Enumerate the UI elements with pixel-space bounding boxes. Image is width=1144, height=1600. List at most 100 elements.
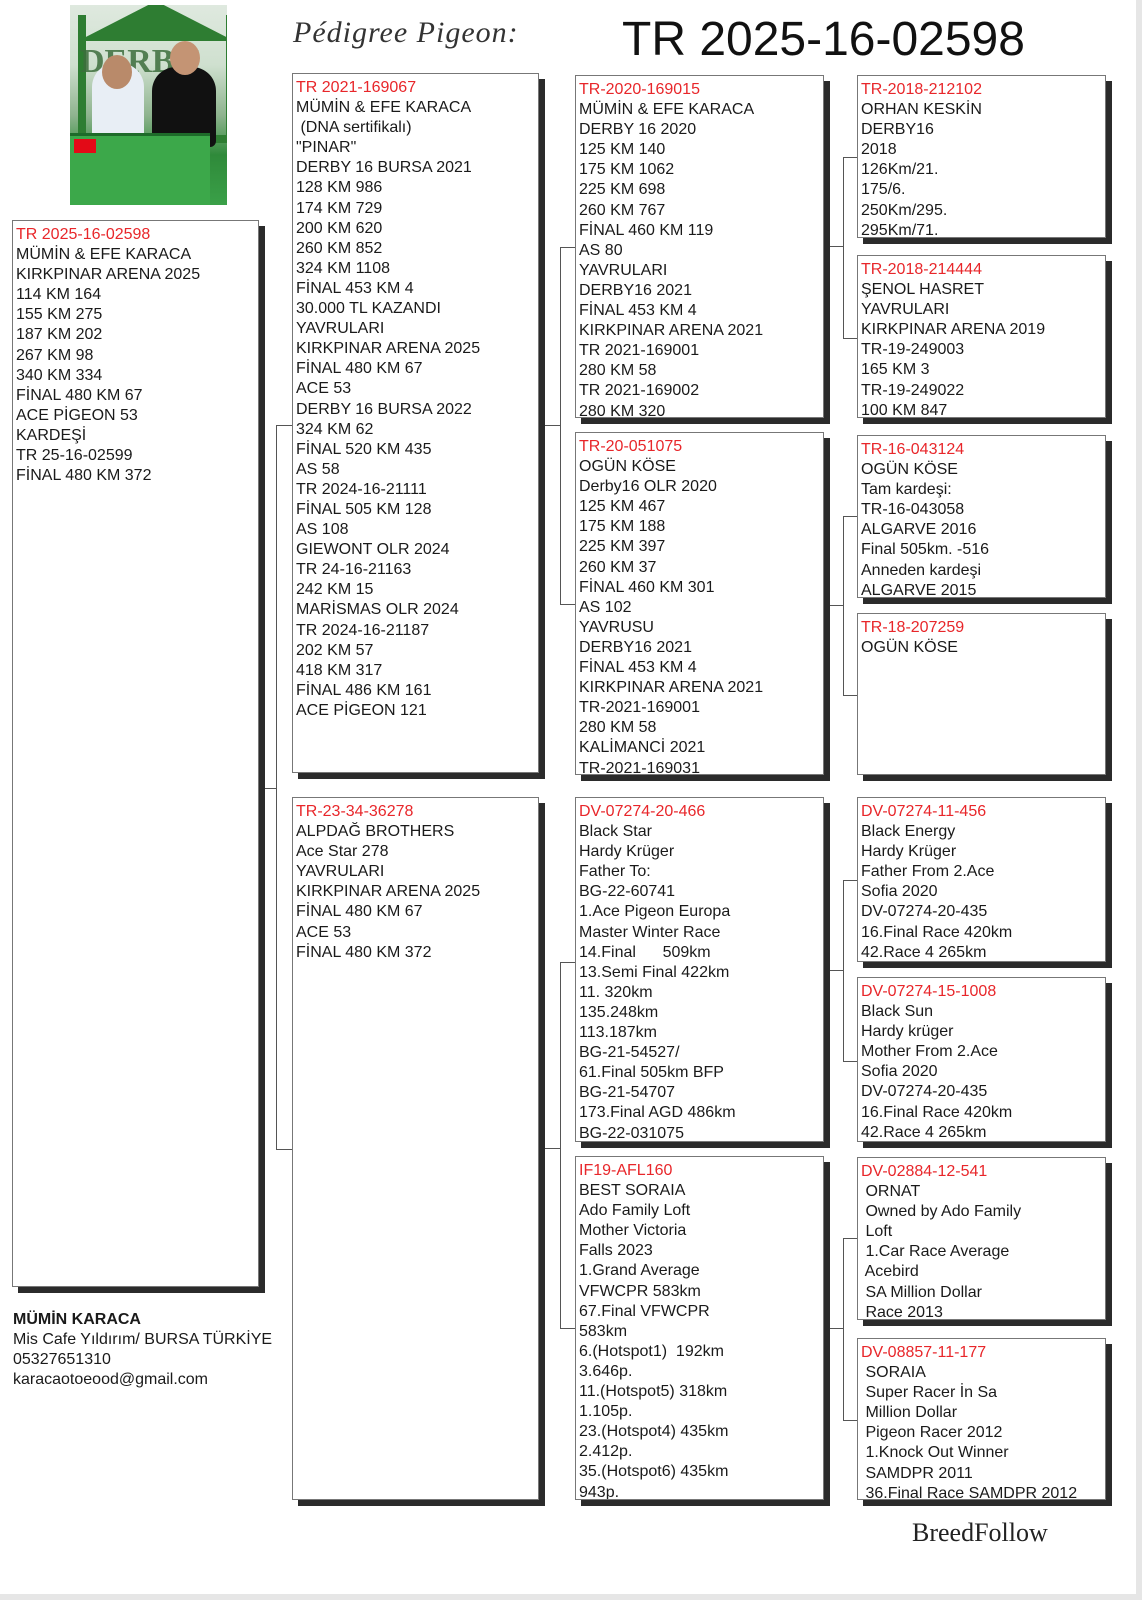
connector bbox=[829, 605, 843, 606]
pedigree-line: FİNAL 453 KM 4 bbox=[579, 659, 697, 677]
pedigree-line: BG-21-54527/ bbox=[579, 1044, 680, 1062]
pedigree-line: 125 KM 140 bbox=[579, 141, 666, 159]
pedigree-line: ORHAN KESKİN bbox=[861, 101, 982, 119]
pigeon-box-sds: TR-16-043124 OGÜN KÖSE Tam kardeşi: TR-16-0… bbox=[857, 435, 1106, 598]
pedigree-line: KIRKPINAR ARENA 2025 bbox=[16, 266, 201, 284]
pedigree-line: FİNAL 486 KM 161 bbox=[296, 681, 432, 699]
pedigree-line: Master Winter Race bbox=[579, 923, 721, 941]
pedigree-line: KIRKPINAR ARENA 2025 bbox=[296, 340, 481, 358]
pedigree-line: 35.(Hotspot6) 435km bbox=[579, 1463, 729, 1481]
pedigree-line: TR 24-16-21163 bbox=[296, 561, 412, 579]
ring-number: TR-23-34-36278 bbox=[296, 803, 414, 820]
connector bbox=[843, 880, 858, 1062]
pedigree-line: 583km bbox=[579, 1322, 628, 1340]
pedigree-line: Final 505km. -516 bbox=[861, 541, 990, 559]
pedigree-line: 13.Semi Final 422km bbox=[579, 963, 730, 981]
pedigree-line: MARİSMAS OLR 2024 bbox=[296, 601, 459, 619]
owner-phone: 05327651310 bbox=[13, 1351, 111, 1368]
pedigree-line: GIEWONT OLR 2024 bbox=[296, 541, 450, 559]
pigeon-box-sire-sire: TR-2020-169015 MÜMİN & EFE KARACA DERBY 16… bbox=[575, 75, 824, 418]
connector bbox=[829, 246, 843, 247]
pigeon-box-sdd: TR-18-207259 OGÜN KÖSE bbox=[857, 613, 1106, 775]
owner-photo: DERBY bbox=[70, 5, 227, 205]
pedigree-line: FİNAL 480 KM 372 bbox=[296, 943, 432, 961]
pedigree-line: DERBY 16 BURSA 2021 bbox=[296, 159, 472, 177]
pedigree-line: ACE 53 bbox=[296, 380, 352, 398]
pedigree-line: FİNAL 453 KM 4 bbox=[579, 302, 697, 320]
pedigree-line: OGÜN KÖSE bbox=[861, 639, 958, 657]
pedigree-line: ACE PİGEON 121 bbox=[296, 701, 427, 719]
pedigree-line: Loft bbox=[861, 1223, 893, 1241]
connector bbox=[829, 970, 843, 971]
ring-number: DV-07274-15-1008 bbox=[861, 983, 997, 1000]
pedigree-line: TR 2021-169002 bbox=[579, 382, 700, 400]
owner-name: MÜMİN KARACA bbox=[13, 1311, 141, 1328]
owner-address: Mis Cafe Yıldırım/ BURSA TÜRKİYE bbox=[13, 1331, 273, 1348]
ring-number: DV-08857-11-177 bbox=[861, 1344, 987, 1361]
pigeon-box-dds: DV-02884-12-541 ORNAT Owned by Ado Famil… bbox=[857, 1157, 1106, 1320]
pedigree-line: DERBY16 bbox=[861, 121, 934, 139]
pigeon-ring-number: TR 2025-16-02598 bbox=[622, 13, 1025, 66]
pedigree-line: MÜMİN & EFE KARACA bbox=[579, 101, 755, 119]
pedigree-line: 42.Race 4 265km bbox=[861, 1123, 987, 1141]
pedigree-line: 6.(Hotspot1) 192km bbox=[579, 1342, 724, 1360]
pigeon-box-dam-sire: DV-07274-20-466 Black Star Hardy Krüger Fat… bbox=[575, 797, 824, 1142]
pedigree-line: 250Km/295. bbox=[861, 201, 948, 219]
pedigree-line: FİNAL 460 KM 119 bbox=[579, 221, 714, 239]
pedigree-line: Mother Victoria bbox=[579, 1222, 687, 1240]
pedigree-line: 174 KM 729 bbox=[296, 199, 383, 217]
pedigree-line: BG-21-54707 bbox=[579, 1084, 676, 1102]
pedigree-line: FİNAL 480 KM 67 bbox=[296, 360, 423, 378]
pedigree-line: Tam kardeşi: bbox=[861, 481, 952, 499]
pedigree-line: BEST SORAIA bbox=[579, 1182, 686, 1200]
pigeon-box-sire: TR 2021-169067 MÜMİN & EFE KARACA (DNA se… bbox=[292, 73, 539, 773]
pedigree-line: ORNAT bbox=[861, 1183, 921, 1201]
pedigree-line: MÜMİN & EFE KARACA bbox=[16, 246, 192, 264]
owner-info: MÜMİN KARACA Mis Cafe Yıldırım/ BURSA TÜ… bbox=[13, 1310, 272, 1390]
pigeon-box-dsd: DV-07274-15-1008 Black Sun Hardy krüger Mot… bbox=[857, 977, 1106, 1142]
owner-email: karacaotoeood@gmail.com bbox=[13, 1371, 209, 1388]
pedigree-line: Million Dollar bbox=[861, 1404, 958, 1422]
pedigree-line: 175 KM 1062 bbox=[579, 161, 675, 179]
ring-number: IF19-AFL160 bbox=[579, 1162, 673, 1179]
connector bbox=[829, 1328, 843, 1329]
ring-number: TR-2020-169015 bbox=[579, 81, 700, 98]
pedigree-line: KARDEŞİ bbox=[16, 426, 87, 444]
pedigree-line: 16.Final Race 420km bbox=[861, 923, 1013, 941]
pedigree-line: 11.(Hotspot5) 318km bbox=[579, 1383, 728, 1401]
pedigree-line: Father From 2.Ace bbox=[861, 863, 995, 881]
pedigree-line: FİNAL 480 KM 67 bbox=[296, 903, 423, 921]
pedigree-line: DV-07274-20-435 bbox=[861, 903, 988, 921]
pedigree-line: DERBY16 2021 bbox=[579, 638, 692, 656]
pedigree-line: 1.Car Race Average bbox=[861, 1243, 1010, 1261]
pedigree-line: TR 2024-16-21187 bbox=[296, 621, 430, 639]
pedigree-line: Black Energy bbox=[861, 823, 956, 841]
pedigree-line: ACE 53 bbox=[296, 923, 352, 941]
pedigree-line: YAVRULARI bbox=[861, 301, 950, 319]
pedigree-line: YAVRULARI bbox=[296, 320, 385, 338]
pedigree-line: YAVRULARI bbox=[296, 863, 385, 881]
pedigree-line: TR 25-16-02599 bbox=[16, 447, 133, 465]
pedigree-line: ACE PİGEON 53 bbox=[16, 406, 138, 424]
connector bbox=[258, 788, 276, 789]
pedigree-line: Acebird bbox=[861, 1263, 919, 1281]
pedigree-line: "PINAR" bbox=[296, 139, 357, 157]
pedigree-line: 324 KM 1108 bbox=[296, 259, 390, 277]
pedigree-line: YAVRUSU bbox=[579, 618, 654, 636]
pedigree-line: 113.187km bbox=[579, 1024, 657, 1042]
pedigree-line: Hardy Krüger bbox=[861, 843, 957, 861]
pedigree-line: ŞENOL HASRET bbox=[861, 281, 984, 299]
pedigree-line: 1.Knock Out Winner bbox=[861, 1444, 1009, 1462]
pedigree-line: (DNA sertifikalı) bbox=[296, 119, 412, 137]
pedigree-line: ALGARVE 2015 bbox=[861, 581, 977, 598]
pedigree-line: SAMDPR 2011 bbox=[861, 1464, 973, 1482]
pedigree-line: FİNAL 460 KM 301 bbox=[579, 578, 715, 596]
pedigree-line: 11. 320km bbox=[579, 983, 653, 1001]
pedigree-line: ALGARVE 2016 bbox=[861, 521, 977, 539]
brand-logo: BreedFollow bbox=[912, 1518, 1048, 1547]
pedigree-line: 1.Ace Pigeon Europa bbox=[579, 903, 731, 921]
pedigree-line: 14.Final 509km bbox=[579, 943, 711, 961]
pedigree-line: Hardy krüger bbox=[861, 1023, 954, 1041]
pedigree-line: 165 KM 3 bbox=[861, 361, 930, 379]
